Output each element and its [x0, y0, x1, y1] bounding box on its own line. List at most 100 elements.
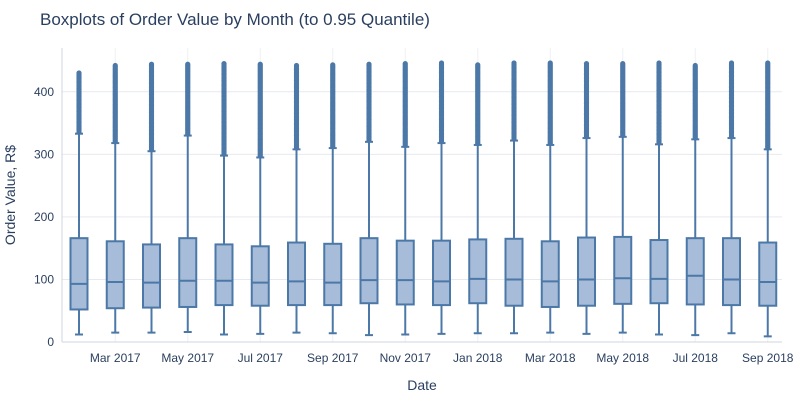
x-axis-title: Date	[407, 377, 437, 393]
box-dec-2017	[432, 60, 451, 335]
outlier-point	[547, 60, 553, 66]
iqr-box	[69, 237, 89, 311]
x-tick-label: Mar 2017	[90, 351, 141, 365]
iqr-box	[178, 237, 198, 308]
outliers	[293, 62, 300, 151]
box-oct-2017	[359, 61, 379, 337]
box-aug-2017	[287, 62, 306, 334]
outliers	[438, 60, 445, 145]
box-may-2017	[178, 61, 198, 333]
iqr-box	[142, 243, 161, 309]
y-tick-label: 0	[47, 335, 54, 349]
iqr-box	[722, 237, 741, 307]
box-apr-2018	[577, 61, 596, 335]
outliers	[728, 60, 735, 140]
outliers	[112, 62, 118, 145]
x-tick-label: Mar 2018	[525, 351, 576, 365]
box-sep-2017	[323, 62, 343, 335]
outlier-point	[511, 60, 517, 66]
y-tick-label: 300	[34, 147, 54, 161]
outliers	[330, 62, 336, 150]
outlier-point	[185, 61, 191, 67]
outliers	[511, 60, 517, 142]
outliers	[656, 60, 662, 146]
x-tick-label: Jan 2018	[453, 351, 503, 365]
box-jun-2017	[214, 61, 234, 336]
y-axis-title: Order Value, R$	[2, 145, 18, 245]
x-tick-label: Nov 2017	[380, 351, 432, 365]
grid	[62, 48, 782, 343]
iqr-box	[395, 239, 415, 306]
x-tick-label: Sep 2017	[307, 351, 359, 365]
iqr-box	[214, 243, 234, 307]
box-feb-2017	[69, 70, 89, 336]
box-jun-2018	[649, 60, 669, 336]
outlier-point	[583, 61, 590, 67]
outliers	[221, 61, 227, 157]
outlier-point	[257, 61, 263, 67]
boxes	[69, 60, 778, 338]
outlier-point	[728, 60, 735, 66]
outliers	[692, 62, 698, 141]
outlier-point	[656, 60, 662, 66]
outlier-point	[366, 61, 372, 67]
iqr-box	[359, 237, 379, 305]
outlier-point	[221, 61, 227, 67]
outlier-point	[620, 61, 626, 67]
box-sep-2018	[758, 60, 778, 338]
outliers	[402, 61, 408, 149]
iqr-box	[504, 237, 524, 307]
outliers	[257, 61, 263, 159]
iqr-box	[649, 239, 669, 305]
outlier-point	[330, 62, 336, 68]
outliers	[620, 61, 626, 139]
y-tick-label: 200	[34, 210, 54, 224]
y-tick-label: 100	[34, 272, 54, 286]
outlier-point	[148, 61, 155, 67]
chart-title: Boxplots of Order Value by Month (to 0.9…	[40, 10, 430, 29]
outliers	[583, 61, 590, 140]
outlier-point	[438, 60, 445, 66]
x-tick-label: Jul 2018	[673, 351, 719, 365]
box-mar-2017	[105, 62, 125, 334]
x-tick-label: Sep 2018	[742, 351, 794, 365]
box-nov-2017	[395, 61, 415, 336]
iqr-box	[287, 241, 306, 307]
outliers	[765, 60, 771, 151]
outlier-point	[112, 62, 118, 69]
iqr-box	[577, 236, 596, 307]
x-tick-label: May 2018	[596, 351, 649, 365]
x-tick-label: May 2017	[161, 351, 214, 365]
box-feb-2018	[504, 60, 524, 335]
iqr-box	[613, 235, 633, 305]
box-jan-2018	[468, 62, 488, 335]
outliers	[547, 60, 553, 147]
iqr-box	[432, 239, 451, 307]
y-tick-label: 400	[34, 85, 54, 99]
outlier-point	[402, 61, 408, 67]
outlier-point	[765, 60, 771, 66]
outliers	[366, 61, 372, 144]
outliers	[76, 70, 82, 135]
box-jul-2018	[685, 62, 705, 337]
box-mar-2018	[540, 60, 560, 334]
box-jul-2017	[250, 61, 270, 335]
outliers	[475, 62, 481, 147]
box-apr-2017	[142, 61, 161, 334]
outlier-point	[692, 62, 698, 69]
box-aug-2018	[722, 60, 741, 335]
x-tick-labels: Mar 2017 May 2017 Jul 2017 Sep 2017 Nov 2017…	[90, 351, 794, 365]
outlier-point	[293, 62, 300, 69]
outliers	[185, 61, 191, 137]
iqr-box	[105, 240, 125, 310]
outlier-point	[76, 70, 82, 76]
iqr-box	[468, 238, 488, 305]
outlier-point	[475, 62, 481, 68]
axes	[61, 48, 782, 343]
iqr-box	[685, 237, 705, 306]
iqr-box	[250, 245, 270, 307]
outliers	[148, 61, 155, 153]
box-may-2018	[613, 61, 633, 334]
